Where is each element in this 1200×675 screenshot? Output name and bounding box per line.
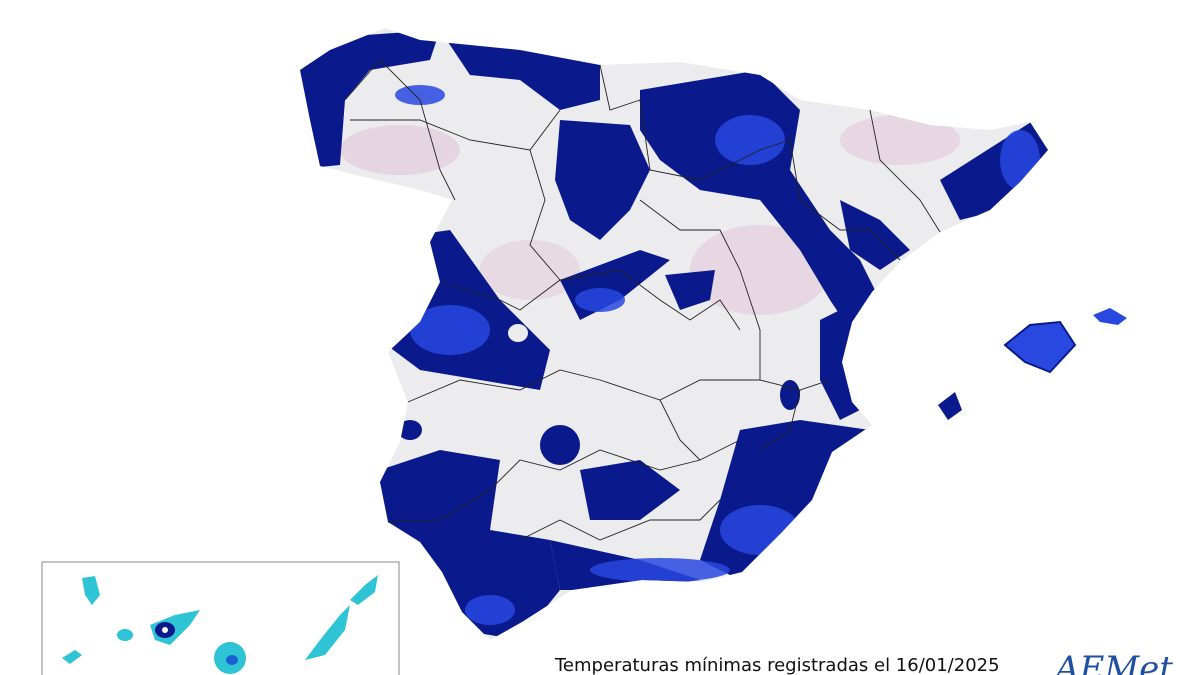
warm-area bbox=[340, 125, 460, 175]
moderate-cold-areas bbox=[395, 85, 1040, 625]
region-borders bbox=[344, 59, 941, 541]
canary-islands bbox=[62, 575, 378, 674]
mallorca bbox=[1003, 320, 1077, 374]
warm-area bbox=[690, 225, 830, 315]
map-caption: Temperaturas mínimas registradas el 16/0… bbox=[554, 655, 1000, 675]
agency-logo: AEMet bbox=[1052, 649, 1173, 675]
warm-area bbox=[840, 115, 960, 165]
canary-inset-frame bbox=[41, 561, 400, 675]
warm-area bbox=[480, 240, 580, 300]
ibiza bbox=[938, 392, 962, 420]
menorca bbox=[1093, 308, 1127, 325]
